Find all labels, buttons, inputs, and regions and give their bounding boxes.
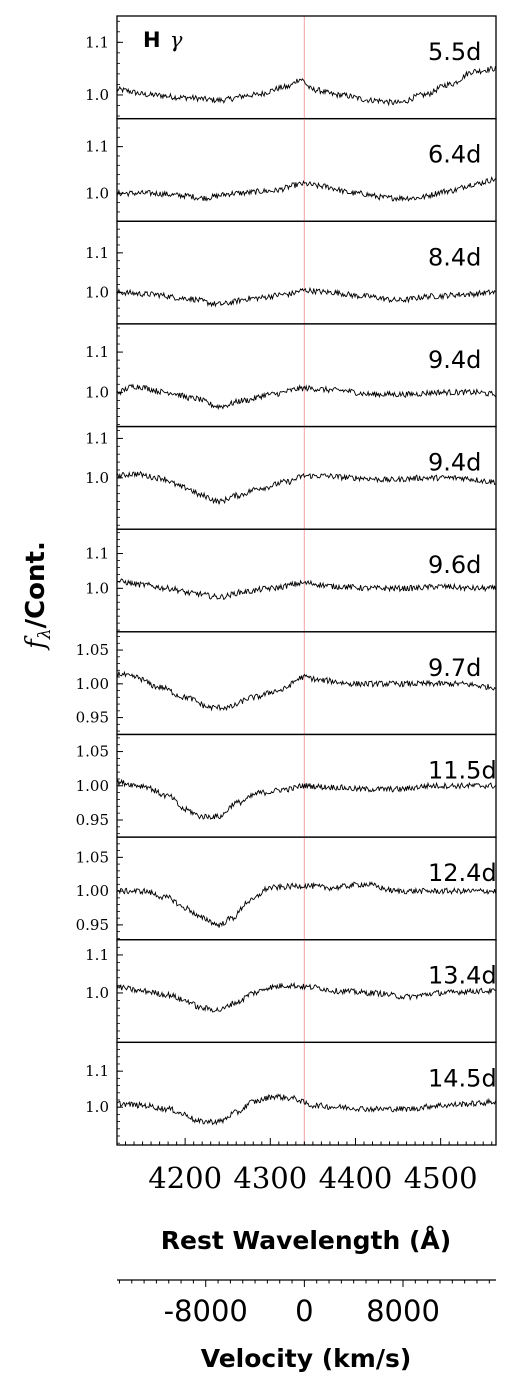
line-label-element: H — [143, 28, 161, 52]
spectrum-line — [116, 286, 496, 308]
spectrum-line — [116, 1093, 496, 1126]
velocity-tick-label: -8000 — [164, 1294, 248, 1328]
velocity-axis-label: Velocity (km/s) — [201, 1344, 412, 1373]
panels-layer: 1.0 1.1 5.5d 1.0 1.1 6.4d 1.0 1.1 8.4d 1.0 1.1 9.4d… — [76, 15, 497, 1146]
spectrum-line — [116, 578, 496, 601]
velocity-tick-label: 0 — [295, 1294, 313, 1328]
spectrum-line — [116, 778, 496, 820]
panel-frame — [116, 220, 497, 325]
spectrum-panel: 1.0 1.1 9.4d — [85, 425, 497, 530]
panel-frame — [116, 631, 497, 736]
epoch-label: 11.5d — [428, 756, 497, 784]
y-tick-label: 1.05 — [76, 743, 109, 761]
spectrum-panel: 1.0 1.1 13.4d — [85, 939, 497, 1044]
spectrum-panel: 1.05 1.00 0.95 11.5d — [76, 733, 497, 838]
spectrum-panel: 1.0 1.1 14.5d — [85, 1041, 497, 1146]
y-tick-label: 0.95 — [76, 811, 109, 829]
y-tick-label: 1.00 — [76, 675, 109, 693]
line-label: H γ — [143, 28, 183, 52]
spectrum-panel: 1.0 1.1 5.5d — [85, 15, 497, 120]
x-tick-label: 4500 — [404, 1161, 478, 1195]
y-tick-label: 1.0 — [85, 86, 109, 104]
y-tick-label: 1.1 — [85, 1062, 109, 1080]
y-tick-label: 1.05 — [76, 848, 109, 866]
y-tick-label: 1.0 — [85, 984, 109, 1002]
spectrum-panel: 1.0 1.1 6.4d — [85, 117, 497, 222]
y-axis-label-text: /Cont. — [21, 541, 51, 628]
epoch-label: 6.4d — [428, 141, 481, 169]
y-tick-label: 1.0 — [85, 579, 109, 597]
line-label-greek: γ — [170, 28, 183, 52]
spectrum-line — [116, 881, 496, 928]
spectrum-line — [116, 176, 496, 202]
velocity-axis: -8000 0 8000 — [117, 1279, 496, 1328]
spectrum-panel: 1.05 1.00 0.95 12.4d — [76, 836, 497, 941]
panel-frame — [116, 1041, 497, 1146]
y-axis-label: fλ/Cont. — [21, 541, 55, 651]
epoch-label: 9.4d — [428, 449, 481, 477]
epoch-label: 9.6d — [428, 551, 481, 579]
panel-frame — [116, 939, 497, 1044]
x-axis-label: Rest Wavelength (Å) — [161, 1226, 451, 1255]
spectrum-panel: 1.0 1.1 9.6d — [85, 528, 497, 633]
x-axis: 4200 4300 4400 4500 — [125, 1138, 493, 1195]
y-tick-label: 1.05 — [76, 641, 109, 659]
y-tick-label: 1.0 — [85, 184, 109, 202]
y-tick-label: 1.0 — [85, 1098, 109, 1116]
spectrum-line — [116, 65, 496, 107]
y-tick-label: 1.00 — [76, 882, 109, 900]
y-tick-label: 0.95 — [76, 916, 109, 934]
epoch-label: 9.4d — [428, 346, 481, 374]
spectrum-line — [116, 470, 496, 505]
spectrum-line — [116, 981, 496, 1013]
spectrum-panel: 1.0 1.1 8.4d — [85, 220, 497, 325]
y-tick-label: 1.00 — [76, 777, 109, 795]
spectrum-line — [116, 383, 496, 411]
spectrum-panel: 1.05 1.00 0.95 9.7d — [76, 631, 497, 736]
spectrum-panel: 1.0 1.1 9.4d — [85, 323, 497, 428]
y-tick-label: 1.1 — [85, 138, 109, 156]
x-tick-label: 4200 — [148, 1161, 222, 1195]
epoch-label: 13.4d — [428, 962, 497, 990]
y-tick-label: 1.0 — [85, 469, 109, 487]
y-tick-label: 1.1 — [85, 343, 109, 361]
y-tick-label: 1.1 — [85, 545, 109, 563]
y-tick-label: 1.1 — [85, 946, 109, 964]
y-tick-label: 1.1 — [85, 33, 109, 51]
epoch-label: 12.4d — [428, 859, 497, 887]
epoch-label: 14.5d — [428, 1064, 497, 1092]
epoch-label: 9.7d — [428, 654, 481, 682]
y-tick-label: 1.1 — [85, 244, 109, 262]
y-tick-label: 1.0 — [85, 283, 109, 301]
spectrum-line — [116, 670, 496, 712]
y-axis-label-subscript: λ — [35, 628, 55, 640]
panel-frame — [116, 528, 497, 633]
x-tick-label: 4400 — [319, 1161, 393, 1195]
epoch-label: 5.5d — [428, 38, 481, 66]
y-tick-label: 0.95 — [76, 709, 109, 727]
y-tick-label: 1.0 — [85, 383, 109, 401]
velocity-tick-label: 8000 — [366, 1294, 440, 1328]
panel-frame — [116, 323, 497, 428]
panel-frame — [116, 117, 497, 222]
epoch-label: 8.4d — [428, 243, 481, 271]
y-tick-label: 1.1 — [85, 429, 109, 447]
x-tick-label: 4300 — [233, 1161, 307, 1195]
